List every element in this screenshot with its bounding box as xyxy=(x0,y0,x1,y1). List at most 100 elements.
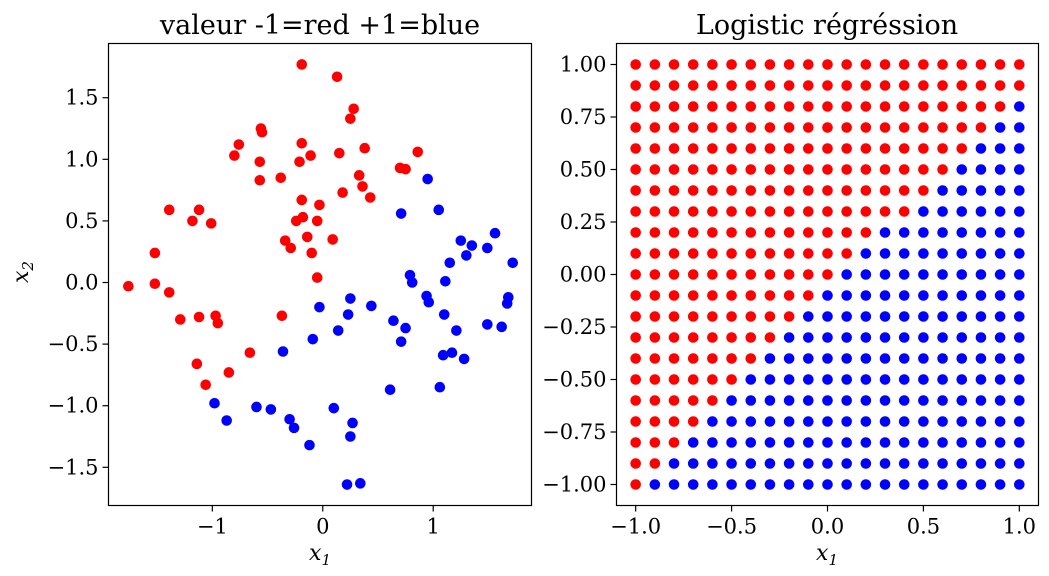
data-point-red xyxy=(412,146,424,158)
grid-prediction-blue xyxy=(687,479,699,490)
grid-prediction-blue xyxy=(1014,143,1025,154)
grid-prediction-red xyxy=(764,101,776,112)
grid-prediction-red xyxy=(860,101,872,112)
grid-prediction-blue xyxy=(803,437,814,448)
grid-prediction-blue xyxy=(975,290,987,301)
grid-prediction-red xyxy=(783,59,795,70)
grid-prediction-red xyxy=(860,143,872,154)
data-point-red xyxy=(174,314,186,325)
grid-prediction-red xyxy=(803,101,814,112)
grid-prediction-blue xyxy=(707,416,718,427)
grid-prediction-red xyxy=(937,101,948,112)
grid-prediction-red xyxy=(803,290,814,301)
grid-prediction-blue xyxy=(1014,395,1025,406)
grid-prediction-red xyxy=(630,269,641,280)
grid-prediction-blue xyxy=(1014,416,1025,427)
grid-prediction-blue xyxy=(994,164,1006,175)
data-point-blue xyxy=(482,242,493,254)
grid-prediction-blue xyxy=(668,458,680,469)
grid-prediction-red xyxy=(649,458,661,469)
grid-prediction-blue xyxy=(860,248,872,259)
grid-prediction-blue xyxy=(879,311,891,322)
grid-prediction-red xyxy=(822,248,833,259)
data-point-red xyxy=(149,247,161,259)
data-point-red xyxy=(311,215,323,227)
grid-prediction-red xyxy=(668,248,680,259)
grid-prediction-red xyxy=(937,122,948,133)
grid-prediction-red xyxy=(668,437,680,448)
data-point-blue xyxy=(345,431,356,442)
data-point-blue xyxy=(304,439,315,451)
grid-prediction-red xyxy=(783,311,795,322)
data-point-blue xyxy=(221,415,232,426)
grid-prediction-red xyxy=(630,437,641,448)
grid-prediction-red xyxy=(956,59,968,70)
grid-prediction-blue xyxy=(879,458,891,469)
grid-prediction-blue xyxy=(707,458,718,469)
y-tick-label: 0.75 xyxy=(560,105,607,129)
grid-prediction-red xyxy=(687,185,699,196)
grid-prediction-red xyxy=(630,206,641,217)
grid-prediction-blue xyxy=(841,332,852,343)
grid-prediction-red xyxy=(783,227,795,238)
grid-prediction-red xyxy=(687,290,699,301)
grid-prediction-blue xyxy=(841,311,852,322)
grid-prediction-red xyxy=(649,80,661,91)
grid-prediction-red xyxy=(687,143,699,154)
grid-prediction-red xyxy=(707,290,718,301)
data-point-blue xyxy=(507,257,519,269)
grid-prediction-blue xyxy=(822,374,833,385)
grid-prediction-red xyxy=(630,143,641,154)
grid-prediction-blue xyxy=(937,479,948,490)
grid-prediction-blue xyxy=(956,332,968,343)
y-tick-label: 0.00 xyxy=(560,263,607,287)
data-point-blue xyxy=(433,204,445,216)
grid-prediction-blue xyxy=(783,479,795,490)
grid-prediction-blue xyxy=(956,374,968,385)
grid-prediction-red xyxy=(707,59,718,70)
grid-prediction-blue xyxy=(975,353,987,364)
grid-prediction-red xyxy=(764,122,776,133)
grid-prediction-blue xyxy=(918,227,929,238)
grid-prediction-blue xyxy=(1014,227,1025,238)
grid-prediction-red xyxy=(879,101,891,112)
grid-prediction-red xyxy=(879,122,891,133)
grid-prediction-red xyxy=(726,332,737,343)
grid-prediction-red xyxy=(764,227,776,238)
data-point-red xyxy=(364,192,376,203)
data-point-blue xyxy=(388,315,399,327)
grid-prediction-blue xyxy=(918,290,929,301)
data-point-blue xyxy=(400,322,411,334)
grid-prediction-blue xyxy=(994,122,1006,133)
grid-prediction-red xyxy=(649,311,661,322)
grid-prediction-red xyxy=(764,143,776,154)
grid-prediction-red xyxy=(687,164,699,175)
left-axes-frame xyxy=(107,42,533,507)
grid-prediction-red xyxy=(898,143,910,154)
grid-prediction-red xyxy=(649,248,661,259)
grid-prediction-red xyxy=(707,80,718,91)
grid-prediction-red xyxy=(668,353,680,364)
grid-prediction-red xyxy=(975,80,987,91)
grid-prediction-red xyxy=(898,185,910,196)
grid-prediction-blue xyxy=(1014,374,1025,385)
grid-prediction-blue xyxy=(994,248,1006,259)
grid-prediction-blue xyxy=(860,458,872,469)
grid-prediction-red xyxy=(745,353,757,364)
grid-prediction-red xyxy=(898,59,910,70)
y-tick-label: −0.50 xyxy=(542,368,606,392)
grid-prediction-red xyxy=(726,185,737,196)
data-point-red xyxy=(223,367,235,378)
grid-prediction-red xyxy=(803,269,814,280)
grid-prediction-red xyxy=(707,122,718,133)
grid-prediction-red xyxy=(764,164,776,175)
grid-prediction-blue xyxy=(956,479,968,490)
grid-prediction-blue xyxy=(879,269,891,280)
grid-prediction-blue xyxy=(918,206,929,217)
grid-prediction-red xyxy=(783,185,795,196)
grid-prediction-red xyxy=(879,185,891,196)
data-point-red xyxy=(163,204,175,216)
grid-prediction-blue xyxy=(1014,479,1025,490)
grid-prediction-red xyxy=(668,332,680,343)
data-point-blue xyxy=(496,321,507,333)
